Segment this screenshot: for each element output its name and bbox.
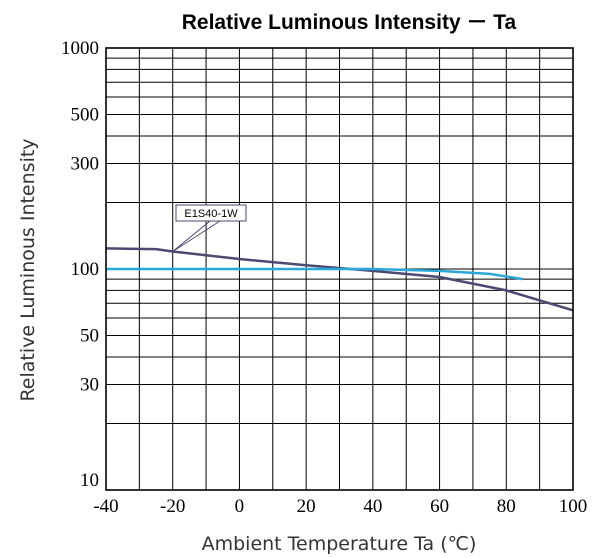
x-tick-label: 80 [497,496,516,517]
x-tick-label: 20 [297,496,316,517]
callout-label: E1S40-1W [184,208,238,220]
callout-leader-line [172,220,211,252]
y-axis-label: Relative Luminous Intensity [17,138,39,401]
y-tick-label: 300 [71,154,100,175]
x-axis-label: Ambient Temperature Ta (℃) [202,533,477,555]
y-tick-label: 30 [80,375,99,396]
y-tick-label: 10 [80,470,99,491]
x-tick-label: 60 [430,496,449,517]
callout-leader-line [172,220,221,252]
chart-title: Relative Luminous Intensity － Ta [182,11,517,34]
grid [105,48,574,490]
x-tick-labels: -40 -20 0 20 40 60 80 100 [93,496,587,517]
y-tick-labels: 10 30 50 100 300 500 1000 [61,38,99,491]
y-tick-label: 100 [71,259,100,280]
x-tick-label: -20 [160,496,185,517]
x-tick-label: -40 [93,496,118,517]
y-tick-label: 50 [80,326,99,347]
series-line-2 [106,267,524,281]
plot-frame [105,47,574,491]
y-tick-label: 1000 [61,38,99,59]
series-callout: E1S40-1W [172,204,247,252]
x-tick-label: 0 [235,496,245,517]
callout-box [175,204,247,222]
x-tick-label: 40 [363,496,382,517]
y-tick-label: 500 [71,105,100,126]
series-line-1 [105,247,574,312]
series-layer [105,247,574,312]
x-tick-label: 100 [559,496,588,517]
